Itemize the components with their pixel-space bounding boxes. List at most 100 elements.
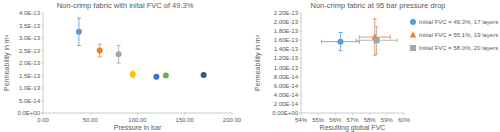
- x-tick-label: 55%: [312, 117, 325, 123]
- y-tick: [299, 76, 301, 77]
- x-axis-title: Resulting global FVC: [320, 124, 386, 132]
- y-tick-label: 2.0E-13: [19, 60, 41, 66]
- data-point: [116, 51, 122, 57]
- data-point: [97, 48, 103, 54]
- y-tick: [41, 75, 43, 76]
- y-axis-title: Permeability in m²: [3, 34, 11, 91]
- data-point: [374, 37, 380, 43]
- legend-marker: [410, 45, 416, 51]
- y-tick-label: 6.00E-14: [274, 83, 299, 89]
- y-tick: [299, 67, 301, 68]
- x-tick: [404, 113, 405, 115]
- y-tick-label: 1.00E-13: [274, 65, 299, 71]
- legend-label: Initial FVC = 49.3%, 17 layers: [419, 19, 498, 25]
- x-tick: [137, 113, 138, 115]
- y-tick: [41, 100, 43, 101]
- chart-title: Non-crimp fabric at 95 bar pressure drop: [310, 1, 445, 10]
- y-tick-label: 1.40E-13: [274, 46, 299, 52]
- y-error-bar: [131, 71, 135, 78]
- y-tick-label: 1.80E-13: [274, 28, 299, 34]
- y-tick-label: 3.0E-13: [19, 35, 41, 41]
- y-tick: [299, 85, 301, 86]
- y-tick-label: 4.0E-13: [19, 10, 41, 16]
- y-tick-label: 5.0E-14: [19, 98, 41, 104]
- plot-area: [76, 18, 207, 80]
- data-point: [76, 29, 82, 35]
- y-error-bar: [77, 18, 81, 46]
- chart-panel: Non-crimp fabric with inital FVC of 49.3…: [3, 1, 242, 131]
- x-tick: [352, 113, 353, 115]
- x-error-bar: [322, 40, 360, 44]
- y-tick-label: 0.00E+00: [272, 110, 299, 116]
- data-point: [201, 72, 207, 78]
- x-tick-label: 150.00: [176, 117, 195, 123]
- y-tick: [41, 38, 43, 39]
- x-tick-label: 58%: [364, 117, 377, 123]
- x-tick: [335, 113, 336, 115]
- y-tick: [299, 94, 301, 95]
- y-tick-label: 1.5E-13: [19, 73, 41, 79]
- y-tick-label: 1.60E-13: [274, 37, 299, 43]
- chart-panel: Non-crimp fabric at 95 bar pressure drop…: [254, 1, 498, 132]
- x-tick: [318, 113, 319, 115]
- y-tick-label: 2.20E-13: [274, 10, 299, 16]
- legend-marker: [410, 32, 416, 38]
- y-tick-label: 4.00E-14: [274, 92, 299, 98]
- data-point: [337, 39, 343, 45]
- x-tick-label: 200.00: [223, 117, 242, 123]
- data-point: [130, 71, 136, 77]
- y-tick-label: 8.00E-14: [274, 74, 299, 80]
- y-tick-label: 2.5E-13: [19, 48, 41, 54]
- y-tick: [299, 49, 301, 50]
- x-tick-label: 50.00: [83, 117, 99, 123]
- y-tick: [299, 103, 301, 104]
- legend-marker: [410, 19, 416, 25]
- y-tick: [299, 40, 301, 41]
- y-error-bar: [98, 44, 102, 57]
- x-tick-label: 54%: [295, 117, 308, 123]
- y-error-bar: [375, 27, 379, 54]
- y-tick: [41, 88, 43, 89]
- x-tick: [232, 113, 233, 115]
- y-tick-label: 0.0E+00: [17, 110, 40, 116]
- x-tick: [386, 113, 387, 115]
- legend-label: Initial FVC = 55.1%, 19 layers: [419, 32, 498, 38]
- x-tick-label: 56%: [329, 117, 342, 123]
- y-tick-label: 1.20E-13: [274, 55, 299, 61]
- x-error-bar: [356, 38, 397, 42]
- y-tick: [299, 13, 301, 14]
- y-tick-label: 1.0E-13: [19, 85, 41, 91]
- legend-label: Initial FVC = 58.0%, 20 layers: [419, 45, 498, 51]
- x-tick-label: 100.00: [128, 117, 147, 123]
- figure: Non-crimp fabric with inital FVC of 49.3…: [0, 0, 500, 132]
- x-tick: [184, 113, 185, 115]
- y-tick-label: 2.00E-13: [274, 19, 299, 25]
- y-error-bar: [338, 33, 342, 51]
- x-axis-title: Pressure in bar: [114, 124, 162, 131]
- y-error-bar: [117, 46, 121, 64]
- chart-title: Non-crimp fabric with inital FVC of 49.3…: [57, 1, 194, 10]
- y-tick: [41, 50, 43, 51]
- y-tick-label: 2.00E-14: [274, 101, 299, 107]
- y-tick: [41, 63, 43, 64]
- x-tick-label: 57%: [346, 117, 359, 123]
- y-tick: [299, 58, 301, 59]
- x-tick: [90, 113, 91, 115]
- x-tick-label: 0.00: [37, 117, 49, 123]
- x-tick-label: 59%: [381, 117, 394, 123]
- data-point: [163, 73, 169, 79]
- x-tick-label: 60%: [398, 117, 411, 123]
- x-tick: [369, 113, 370, 115]
- y-error-bar: [154, 75, 158, 79]
- plot-area: [322, 19, 398, 55]
- y-axis-title: Permeability in m²: [254, 34, 262, 91]
- y-tick: [41, 13, 43, 14]
- y-axis-line: [301, 13, 302, 113]
- y-tick: [41, 25, 43, 26]
- y-tick: [299, 22, 301, 23]
- y-tick: [41, 113, 43, 114]
- y-tick: [299, 31, 301, 32]
- data-point: [153, 74, 159, 80]
- y-tick: [299, 113, 301, 114]
- y-tick-label: 3.5E-13: [19, 23, 41, 29]
